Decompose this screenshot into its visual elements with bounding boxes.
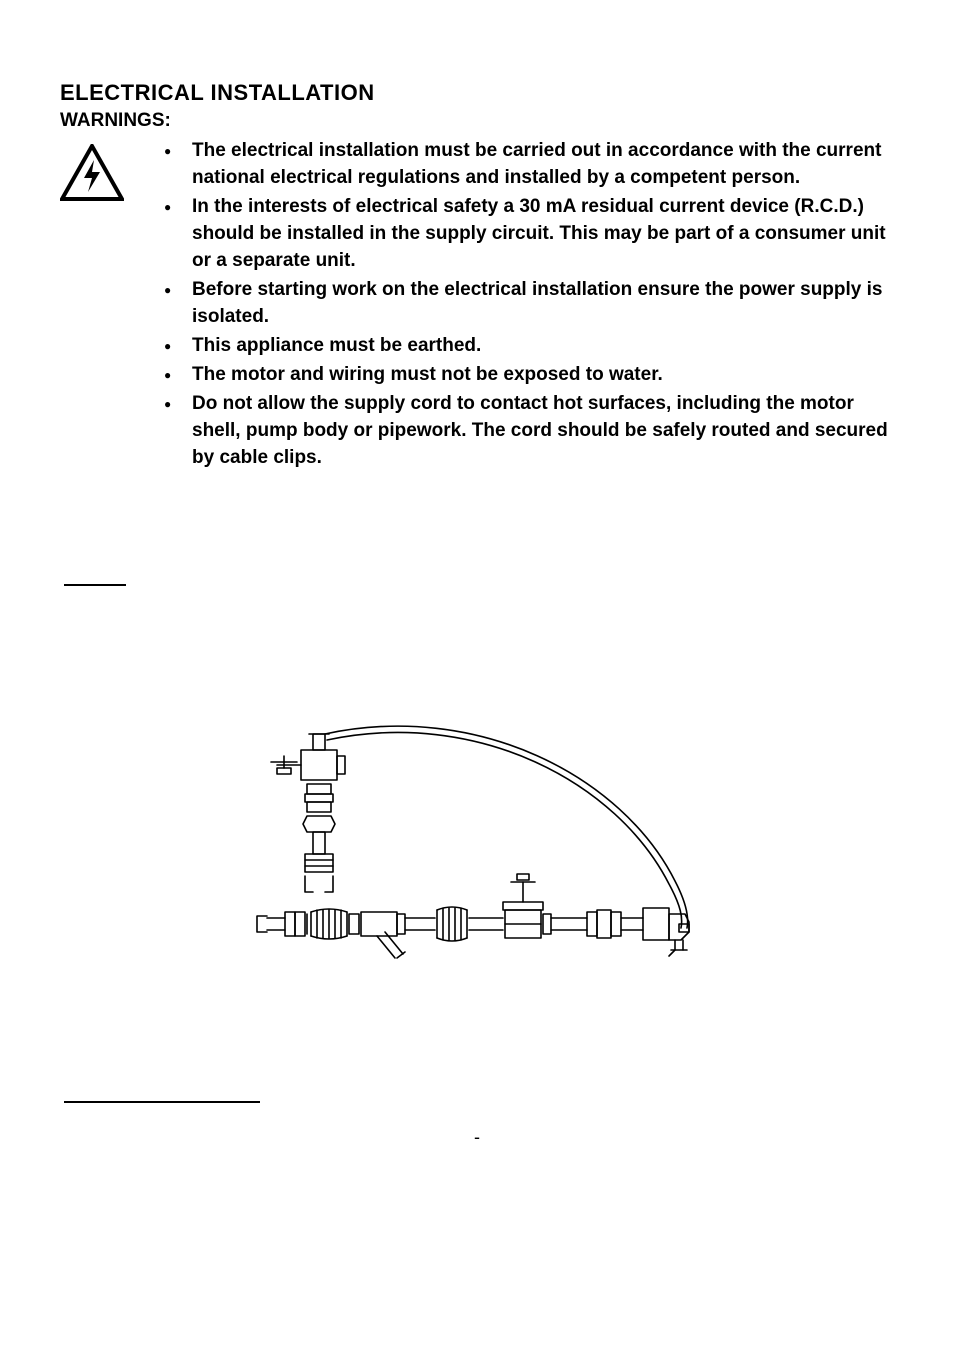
- divider-short: [64, 584, 126, 586]
- warning-item: Do not allow the supply cord to contact …: [164, 391, 894, 472]
- section-heading: ELECTRICAL INSTALLATION: [60, 80, 894, 106]
- warnings-list: The electrical installation must be carr…: [164, 138, 894, 472]
- warnings-label: WARNINGS:: [60, 110, 894, 132]
- warning-item: This appliance must be earthed.: [164, 333, 894, 360]
- diagram-container: [60, 706, 894, 966]
- electrical-warning-icon: [60, 144, 124, 202]
- page: ELECTRICAL INSTALLATION WARNINGS: The el…: [0, 0, 954, 1350]
- pipework-diagram: [227, 706, 727, 966]
- warning-icon-cell: [60, 138, 150, 207]
- warning-item: The motor and wiring must not be exposed…: [164, 362, 894, 389]
- warnings-list-container: The electrical installation must be carr…: [150, 138, 894, 474]
- warning-item: The electrical installation must be carr…: [164, 138, 894, 192]
- divider-medium: [64, 1101, 260, 1103]
- warnings-block: The electrical installation must be carr…: [60, 138, 894, 474]
- warning-item: In the interests of electrical safety a …: [164, 194, 894, 275]
- footer-mark: -: [60, 1127, 894, 1148]
- warning-item: Before starting work on the electrical i…: [164, 277, 894, 331]
